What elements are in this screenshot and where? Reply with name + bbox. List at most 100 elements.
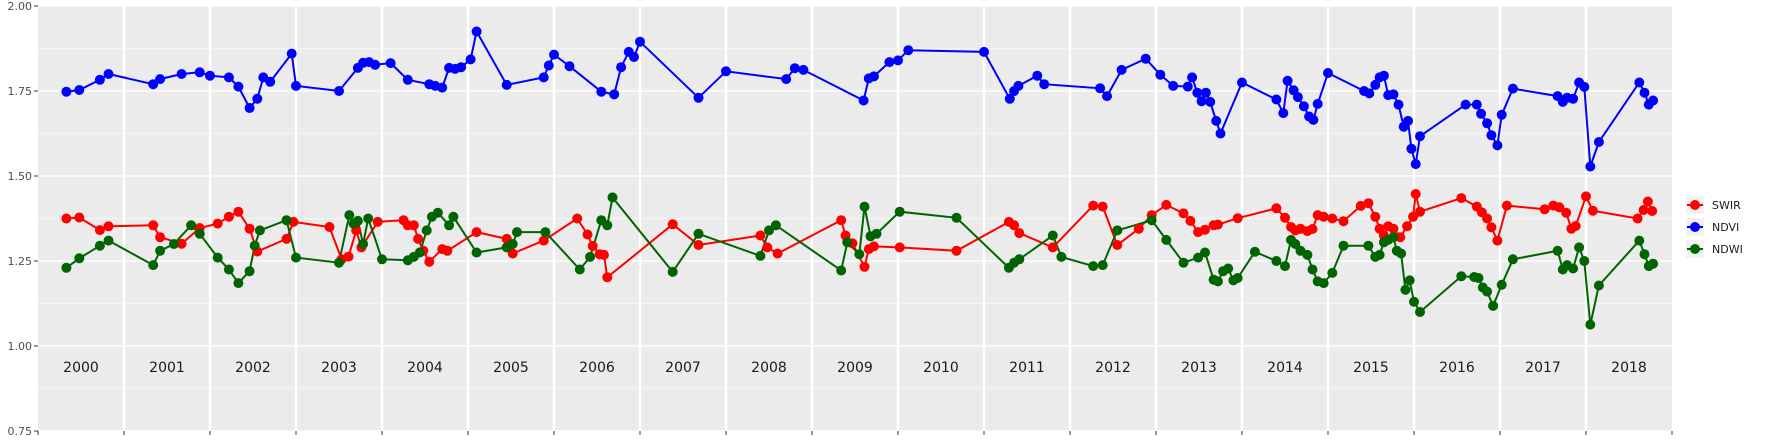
data-point-swir [1097, 201, 1108, 212]
data-point-swir [372, 216, 383, 227]
data-point-ndwi [1593, 280, 1604, 291]
data-point-ndwi [602, 220, 613, 231]
data-point-ndvi [1403, 115, 1413, 126]
data-point-ndvi [1095, 83, 1106, 94]
y-axis: 0.75 1.00 1.25 1.50 1.75 2.00 [8, 0, 38, 438]
data-point-ndvi [1182, 81, 1193, 92]
legend-key-point [1690, 244, 1700, 254]
data-point-swir [587, 241, 598, 251]
data-point-swir [281, 233, 292, 244]
data-point-ndwi [352, 215, 363, 226]
data-point-ndwi [1496, 279, 1507, 290]
data-point-ndvi [1568, 93, 1579, 104]
data-point-swir [772, 248, 783, 259]
data-point-ndwi [871, 228, 882, 239]
data-point-ndwi [1552, 245, 1563, 256]
data-point-swir [1587, 205, 1598, 216]
data-point-swir [1133, 223, 1144, 234]
data-point-ndwi [223, 264, 234, 275]
data-point-ndwi [1482, 286, 1493, 297]
data-point-swir [507, 248, 518, 259]
data-point-swir [1355, 200, 1366, 211]
data-point-ndvi [1471, 99, 1482, 110]
data-point-ndwi [1338, 240, 1349, 251]
data-point-swir [1232, 213, 1243, 224]
data-point-ndwi [836, 265, 847, 276]
data-point-swir [408, 220, 419, 231]
data-point-ndwi [212, 252, 223, 263]
data-point-ndvi [437, 82, 448, 93]
data-point-ndwi [414, 247, 425, 258]
data-point-ndvi [538, 72, 549, 83]
data-point-ndwi [1415, 307, 1425, 317]
data-point-ndvi [291, 80, 301, 91]
data-point-swir [762, 242, 773, 253]
data-point-swir [582, 229, 593, 240]
data-point-swir [1318, 211, 1329, 222]
data-point-ndwi [1579, 256, 1590, 266]
data-point-ndwi [1639, 249, 1650, 260]
year-label: 2005 [493, 360, 529, 376]
data-point-swir [1415, 206, 1425, 217]
data-point-swir [1501, 200, 1512, 211]
year-label: 2018 [1611, 360, 1647, 376]
data-point-ndvi [155, 74, 166, 85]
data-point-ndvi [1004, 93, 1015, 104]
data-point-ndwi [1146, 215, 1157, 226]
data-point-ndvi [1585, 161, 1596, 172]
data-point-ndvi [501, 79, 512, 90]
data-point-swir [155, 232, 166, 243]
data-point-ndvi [1205, 96, 1216, 107]
data-point-ndwi [281, 215, 292, 226]
data-point-ndvi [334, 86, 344, 96]
data-point-ndwi [249, 240, 260, 251]
legend-label-ndwi: NDWI [1712, 243, 1743, 256]
data-point-ndvi [233, 81, 244, 92]
data-point-ndvi [1476, 108, 1487, 119]
data-point-swir [471, 227, 482, 238]
data-point-swir [538, 235, 549, 246]
data-point-ndwi [471, 247, 482, 258]
data-point-swir [693, 240, 704, 250]
data-point-ndvi [1237, 77, 1247, 88]
data-point-swir [1212, 219, 1223, 230]
data-point-swir [324, 222, 335, 232]
data-point-ndwi [1456, 271, 1467, 282]
year-label: 2008 [751, 360, 787, 376]
data-point-swir [1185, 215, 1196, 226]
data-point-ndwi [103, 235, 114, 246]
data-point-ndvi [252, 93, 263, 104]
data-point-ndwi [1568, 263, 1579, 274]
data-point-ndvi [1496, 109, 1507, 120]
data-point-ndwi [358, 239, 369, 249]
x-axis [37, 431, 1673, 435]
data-point-ndvi [1155, 69, 1166, 80]
data-point-ndvi [868, 71, 879, 82]
data-point-ndwi [61, 262, 72, 273]
data-point-ndwi [186, 220, 197, 231]
grid-lines [38, 5, 1672, 432]
data-point-ndwi [1363, 240, 1374, 251]
data-point-ndwi [194, 228, 205, 239]
data-point-ndwi [155, 245, 166, 256]
year-label: 2017 [1525, 360, 1561, 376]
year-label: 2004 [407, 360, 443, 376]
data-point-ndwi [254, 225, 265, 236]
data-point-ndwi [448, 211, 459, 222]
data-point-ndvi [1039, 79, 1050, 90]
data-point-swir [1363, 198, 1374, 209]
year-label: 2011 [1009, 360, 1045, 376]
series-points [61, 26, 1659, 330]
year-label: 2010 [923, 360, 959, 376]
data-point-ndvi [1192, 87, 1203, 98]
y-tick-label: 1.00 [8, 340, 33, 353]
data-point-ndvi [884, 57, 895, 68]
data-point-ndwi [233, 278, 244, 289]
data-point-swir [103, 221, 114, 232]
data-point-swir [1539, 204, 1550, 215]
data-point-swir [1161, 199, 1172, 210]
data-point-swir [1327, 213, 1338, 224]
data-point-ndwi [1318, 278, 1329, 289]
data-point-ndvi [1013, 80, 1024, 91]
data-point-swir [755, 230, 766, 241]
